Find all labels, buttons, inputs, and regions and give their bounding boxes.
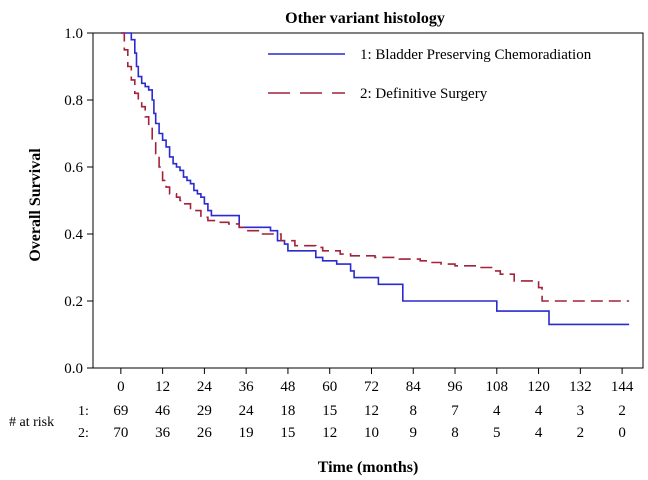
at-risk-value-row-2: 70 bbox=[113, 425, 128, 441]
x-tick-label: 120 bbox=[527, 379, 550, 395]
at-risk-value-row-1: 69 bbox=[113, 403, 128, 419]
y-tick-label: 0.4 bbox=[64, 227, 83, 243]
at-risk-prefix-2: 2: bbox=[78, 426, 89, 441]
at-risk-value-row-2: 26 bbox=[197, 425, 213, 441]
legend: 1: Bladder Preserving Chemoradiation 2: … bbox=[268, 47, 592, 102]
chart-title: Other variant histology bbox=[285, 10, 445, 27]
at-risk-value-row-2: 19 bbox=[239, 425, 254, 441]
at-risk-value-row-1: 18 bbox=[280, 403, 295, 419]
series-lines bbox=[120, 32, 630, 326]
y-tick-label: 1.0 bbox=[64, 26, 83, 42]
at-risk-value-row-2: 9 bbox=[410, 425, 418, 441]
at-risk-values: 69 46 29 24 18 15 12 8 7 4 4 3 2 70 36 26 19 15 12 10 9 8 5 4 2 0 bbox=[113, 403, 626, 441]
x-tick-label: 96 bbox=[448, 379, 464, 395]
x-tick-label: 24 bbox=[197, 379, 213, 395]
at-risk-value-row-1: 24 bbox=[239, 403, 255, 419]
at-risk-value-row-1: 3 bbox=[577, 403, 585, 419]
at-risk-value-row-2: 8 bbox=[451, 425, 459, 441]
at-risk-value-row-2: 15 bbox=[280, 425, 295, 441]
series-line-1 bbox=[120, 32, 630, 326]
at-risk-value-row-1: 8 bbox=[410, 403, 418, 419]
x-tick-label: 144 bbox=[611, 379, 634, 395]
x-tick-label: 84 bbox=[406, 379, 422, 395]
at-risk-value-row-1: 4 bbox=[535, 403, 543, 419]
at-risk-value-row-1: 4 bbox=[493, 403, 501, 419]
y-tick-label: 0.0 bbox=[64, 361, 83, 377]
at-risk-prefix-1: 1: bbox=[78, 404, 89, 419]
y-axis-ticks: 0.0 0.2 0.4 0.6 0.8 1.0 bbox=[64, 26, 93, 377]
at-risk-value-row-2: 2 bbox=[577, 425, 585, 441]
at-risk-value-row-1: 7 bbox=[451, 403, 459, 419]
x-tick-label: 132 bbox=[569, 379, 592, 395]
x-tick-label: 108 bbox=[486, 379, 509, 395]
at-risk-value-row-1: 46 bbox=[155, 403, 171, 419]
y-tick-label: 0.8 bbox=[64, 93, 83, 109]
at-risk-value-row-1: 29 bbox=[197, 403, 212, 419]
x-tick-label: 72 bbox=[364, 379, 379, 395]
at-risk-value-row-1: 15 bbox=[322, 403, 337, 419]
y-tick-label: 0.6 bbox=[64, 160, 83, 176]
legend-label-series-2: 2: Definitive Surgery bbox=[360, 86, 488, 102]
at-risk-value-row-2: 0 bbox=[618, 425, 626, 441]
x-tick-label: 48 bbox=[280, 379, 295, 395]
at-risk-value-row-2: 5 bbox=[493, 425, 501, 441]
x-tick-label: 12 bbox=[155, 379, 170, 395]
y-tick-label: 0.2 bbox=[64, 294, 83, 310]
x-axis-ticks: 0 12 24 36 48 60 72 84 96 108 120 132 144 bbox=[117, 368, 634, 395]
legend-label-series-1: 1: Bladder Preserving Chemoradiation bbox=[360, 47, 592, 63]
at-risk-value-row-1: 2 bbox=[618, 403, 626, 419]
series-line-2 bbox=[120, 32, 630, 302]
at-risk-value-row-2: 12 bbox=[322, 425, 337, 441]
at-risk-label: # at risk bbox=[9, 415, 54, 430]
x-tick-label: 0 bbox=[117, 379, 125, 395]
plot-area-frame bbox=[92, 32, 644, 369]
x-tick-label: 60 bbox=[322, 379, 337, 395]
at-risk-value-row-1: 12 bbox=[364, 403, 379, 419]
at-risk-value-row-2: 4 bbox=[535, 425, 543, 441]
y-axis-label: Overall Survival bbox=[27, 148, 44, 262]
x-axis-label: Time (months) bbox=[318, 459, 419, 476]
at-risk-value-row-2: 10 bbox=[364, 425, 379, 441]
x-tick-label: 36 bbox=[239, 379, 255, 395]
at-risk-value-row-2: 36 bbox=[155, 425, 171, 441]
